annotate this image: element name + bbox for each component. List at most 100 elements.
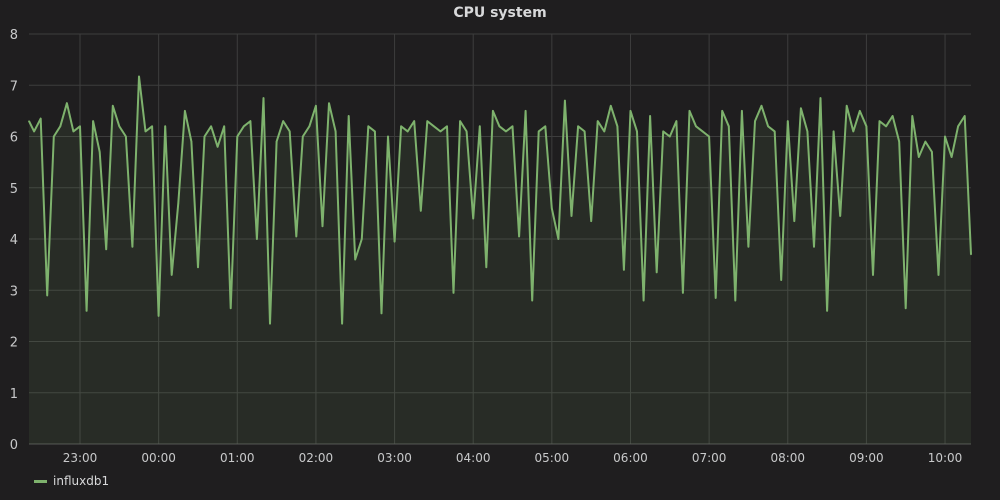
x-tick-label: 05:00 (535, 451, 570, 465)
data-point (891, 115, 894, 117)
data-point (511, 125, 514, 128)
data-point (210, 125, 212, 128)
data-point (852, 130, 855, 133)
data-point (98, 151, 101, 153)
data-point (39, 117, 42, 120)
data-point (465, 130, 468, 133)
data-point (72, 130, 75, 133)
x-tick-label: 06:00 (613, 451, 648, 465)
data-point (616, 125, 619, 128)
data-point (498, 125, 501, 128)
data-point (505, 130, 507, 133)
data-point (793, 220, 796, 222)
data-point (269, 322, 271, 325)
data-point (524, 110, 527, 112)
legend[interactable]: influxdb1 (34, 474, 109, 488)
data-point (111, 104, 114, 107)
legend-label[interactable]: influxdb1 (53, 474, 110, 488)
data-point (800, 107, 802, 110)
data-point (832, 130, 835, 133)
data-point (636, 130, 638, 133)
data-point (406, 130, 409, 133)
data-point (492, 110, 494, 112)
data-point (662, 130, 665, 133)
y-tick-label: 3 (10, 284, 18, 299)
data-point (341, 322, 343, 325)
data-point (262, 97, 265, 99)
data-point (321, 225, 324, 227)
data-point (151, 125, 153, 128)
data-point (518, 235, 520, 238)
data-point (426, 120, 429, 122)
data-point (360, 238, 363, 240)
data-point (33, 130, 35, 133)
data-point (52, 135, 55, 138)
data-point (675, 120, 678, 122)
data-point (243, 125, 245, 128)
data-point (819, 97, 822, 99)
data-point (472, 217, 475, 220)
data-point (878, 120, 881, 122)
x-tick-label: 09:00 (849, 451, 884, 465)
data-point (708, 135, 710, 138)
data-point (970, 253, 972, 256)
data-point (727, 125, 730, 128)
data-point (184, 110, 186, 112)
data-point (275, 140, 278, 143)
data-point (170, 274, 173, 276)
data-point (157, 315, 160, 317)
data-point (813, 245, 815, 248)
data-point (374, 130, 376, 133)
data-point (564, 99, 566, 102)
chart-title: CPU system (453, 5, 547, 21)
data-point (387, 135, 389, 138)
data-point (642, 299, 645, 302)
data-point (590, 220, 592, 222)
data-point (649, 115, 651, 117)
data-point (229, 307, 232, 309)
data-point (577, 125, 579, 128)
data-point (734, 299, 737, 302)
data-point (315, 104, 317, 107)
data-point (544, 125, 547, 128)
data-point (898, 140, 900, 143)
data-point (393, 240, 396, 243)
data-point (66, 102, 68, 104)
data-point (747, 245, 750, 248)
data-point (655, 271, 658, 274)
data-point (459, 120, 461, 122)
data-point (131, 245, 134, 248)
legend-swatch (34, 479, 47, 483)
data-point (931, 151, 933, 153)
data-point (354, 258, 357, 261)
data-point (695, 125, 697, 128)
x-tick-label: 02:00 (299, 451, 334, 465)
data-point (760, 104, 763, 107)
data-point (295, 235, 298, 238)
x-tick-label: 08:00 (770, 451, 805, 465)
data-point (826, 309, 828, 312)
data-point (190, 140, 193, 143)
data-point (302, 135, 304, 138)
data-point (203, 135, 206, 138)
data-point (452, 292, 455, 294)
data-point (537, 130, 540, 133)
data-point (92, 120, 94, 122)
data-point (256, 238, 258, 240)
x-tick-label: 23:00 (63, 451, 98, 465)
data-point (308, 125, 311, 128)
data-point (754, 120, 756, 122)
data-point (419, 210, 422, 212)
data-point (236, 135, 239, 138)
data-point (583, 130, 586, 133)
data-point (911, 115, 914, 117)
series-area-fill (29, 76, 971, 444)
data-point (347, 115, 350, 117)
data-point (780, 279, 783, 281)
data-point (786, 120, 789, 122)
y-tick-label: 5 (10, 182, 18, 197)
y-tick-label: 1 (10, 387, 18, 402)
data-point (118, 125, 121, 128)
data-point (944, 135, 946, 138)
